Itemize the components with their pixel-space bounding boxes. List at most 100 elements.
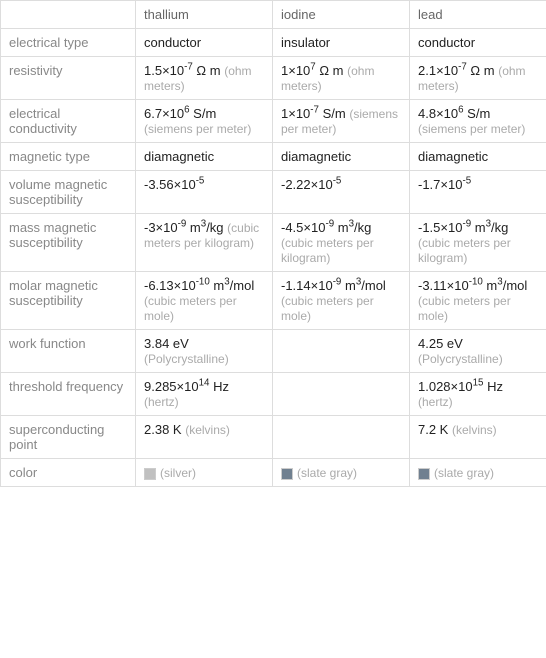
- cell-unit: (siemens per meter): [144, 122, 251, 136]
- cell: insulator: [273, 29, 410, 57]
- cell-unit: (hertz): [144, 395, 179, 409]
- cell: -4.5×10-9 m3/kg (cubic meters per kilogr…: [273, 214, 410, 272]
- cell-value: -1.5×10-9 m3/kg: [418, 220, 508, 235]
- cell-value: 1×10-7 S/m: [281, 106, 346, 121]
- row-label: magnetic type: [1, 143, 136, 171]
- cell: [273, 330, 410, 373]
- cell: -2.22×10-5: [273, 171, 410, 214]
- cell: -6.13×10-10 m3/mol (cubic meters per mol…: [136, 272, 273, 330]
- cell-value: conductor: [144, 35, 201, 50]
- cell: diamagnetic: [273, 143, 410, 171]
- cell-unit: (cubic meters per kilogram): [281, 236, 374, 265]
- cell-value: 2.1×10-7 Ω m: [418, 63, 495, 78]
- table-row: threshold frequency9.285×1014 Hz (hertz)…: [1, 373, 546, 416]
- cell: 4.8×106 S/m (siemens per meter): [410, 100, 546, 143]
- cell-unit: (cubic meters per mole): [281, 294, 374, 323]
- table-row: volume magnetic susceptibility -3.56×10-5…: [1, 171, 546, 214]
- cell: -1.14×10-9 m3/mol (cubic meters per mole…: [273, 272, 410, 330]
- row-label: electrical conductivity: [1, 100, 136, 143]
- cell-unit: (Polycrystalline): [418, 352, 503, 366]
- cell-unit: (cubic meters per kilogram): [418, 236, 511, 265]
- cell: 6.7×106 S/m (siemens per meter): [136, 100, 273, 143]
- cell: 1×107 Ω m (ohm meters): [273, 57, 410, 100]
- cell: conductor: [136, 29, 273, 57]
- cell-value: diamagnetic: [281, 149, 351, 164]
- cell: (slate gray): [273, 459, 410, 487]
- row-label: superconducting point: [1, 416, 136, 459]
- cell-value: 1.028×1015 Hz: [418, 379, 503, 394]
- cell-unit: (kelvins): [452, 423, 497, 437]
- color-swatch: [281, 468, 293, 480]
- cell-value: 2.38 K: [144, 422, 182, 437]
- cell: [273, 373, 410, 416]
- cell: [273, 416, 410, 459]
- table-row: electrical conductivity6.7×106 S/m (siem…: [1, 100, 546, 143]
- cell-unit: (cubic meters per mole): [418, 294, 511, 323]
- cell: 7.2 K (kelvins): [410, 416, 546, 459]
- cell-value: 7.2 K: [418, 422, 448, 437]
- cell: 2.38 K (kelvins): [136, 416, 273, 459]
- row-label: mass magnetic susceptibility: [1, 214, 136, 272]
- cell-unit: (Polycrystalline): [144, 352, 229, 366]
- cell-value: -1.14×10-9 m3/mol: [281, 278, 386, 293]
- cell: 1.028×1015 Hz (hertz): [410, 373, 546, 416]
- cell: 3.84 eV (Polycrystalline): [136, 330, 273, 373]
- table-row: magnetic type diamagnetic diamagnetic diama…: [1, 143, 546, 171]
- cell-value: -3.11×10-10 m3/mol: [418, 278, 527, 293]
- row-label: work function: [1, 330, 136, 373]
- table-row: superconducting point2.38 K (kelvins)7.2…: [1, 416, 546, 459]
- cell-unit: (siemens per meter): [418, 122, 525, 136]
- header-col-0: thallium: [136, 1, 273, 29]
- row-label: threshold frequency: [1, 373, 136, 416]
- cell-value: (silver): [160, 466, 196, 480]
- cell-value: 4.8×106 S/m: [418, 106, 490, 121]
- cell-value: insulator: [281, 35, 330, 50]
- cell: -3×10-9 m3/kg (cubic meters per kilogram…: [136, 214, 273, 272]
- header-empty: [1, 1, 136, 29]
- row-label: electrical type: [1, 29, 136, 57]
- cell-value: 4.25 eV: [418, 336, 463, 351]
- cell-value: conductor: [418, 35, 475, 50]
- header-col-1: iodine: [273, 1, 410, 29]
- table-row: color (silver) (slate gray) (slate gray): [1, 459, 546, 487]
- row-label: color: [1, 459, 136, 487]
- header-col-2: lead: [410, 1, 546, 29]
- cell-value: -1.7×10-5: [418, 177, 471, 192]
- cell: 1.5×10-7 Ω m (ohm meters): [136, 57, 273, 100]
- cell-value: -4.5×10-9 m3/kg: [281, 220, 371, 235]
- cell-unit: (kelvins): [185, 423, 230, 437]
- color-swatch: [144, 468, 156, 480]
- cell: conductor: [410, 29, 546, 57]
- cell-value: (slate gray): [297, 466, 357, 480]
- row-label: resistivity: [1, 57, 136, 100]
- cell-value: -6.13×10-10 m3/mol: [144, 278, 254, 293]
- color-swatch: [418, 468, 430, 480]
- cell-unit: (cubic meters per mole): [144, 294, 237, 323]
- table-row: electrical type conductor insulator conduct…: [1, 29, 546, 57]
- cell-value: 1.5×10-7 Ω m: [144, 63, 221, 78]
- cell-value: diamagnetic: [418, 149, 488, 164]
- cell: (slate gray): [410, 459, 546, 487]
- table-row: work function3.84 eV (Polycrystalline)4.…: [1, 330, 546, 373]
- row-label: molar magnetic susceptibility: [1, 272, 136, 330]
- cell-value: (slate gray): [434, 466, 494, 480]
- cell: 9.285×1014 Hz (hertz): [136, 373, 273, 416]
- cell: 4.25 eV (Polycrystalline): [410, 330, 546, 373]
- cell-value: 1×107 Ω m: [281, 63, 344, 78]
- row-label: volume magnetic susceptibility: [1, 171, 136, 214]
- cell: -1.7×10-5: [410, 171, 546, 214]
- cell: 1×10-7 S/m (siemens per meter): [273, 100, 410, 143]
- cell: (silver): [136, 459, 273, 487]
- table-row: mass magnetic susceptibility-3×10-9 m3/k…: [1, 214, 546, 272]
- cell-value: diamagnetic: [144, 149, 214, 164]
- cell-value: 6.7×106 S/m: [144, 106, 216, 121]
- properties-table: thallium iodine lead electrical type cond…: [0, 0, 546, 487]
- cell-value: 3.84 eV: [144, 336, 189, 351]
- cell-value: 9.285×1014 Hz: [144, 379, 229, 394]
- cell-value: -3.56×10-5: [144, 177, 204, 192]
- cell: -1.5×10-9 m3/kg (cubic meters per kilogr…: [410, 214, 546, 272]
- cell: 2.1×10-7 Ω m (ohm meters): [410, 57, 546, 100]
- cell-unit: (hertz): [418, 395, 453, 409]
- cell: -3.56×10-5: [136, 171, 273, 214]
- cell-value: -2.22×10-5: [281, 177, 341, 192]
